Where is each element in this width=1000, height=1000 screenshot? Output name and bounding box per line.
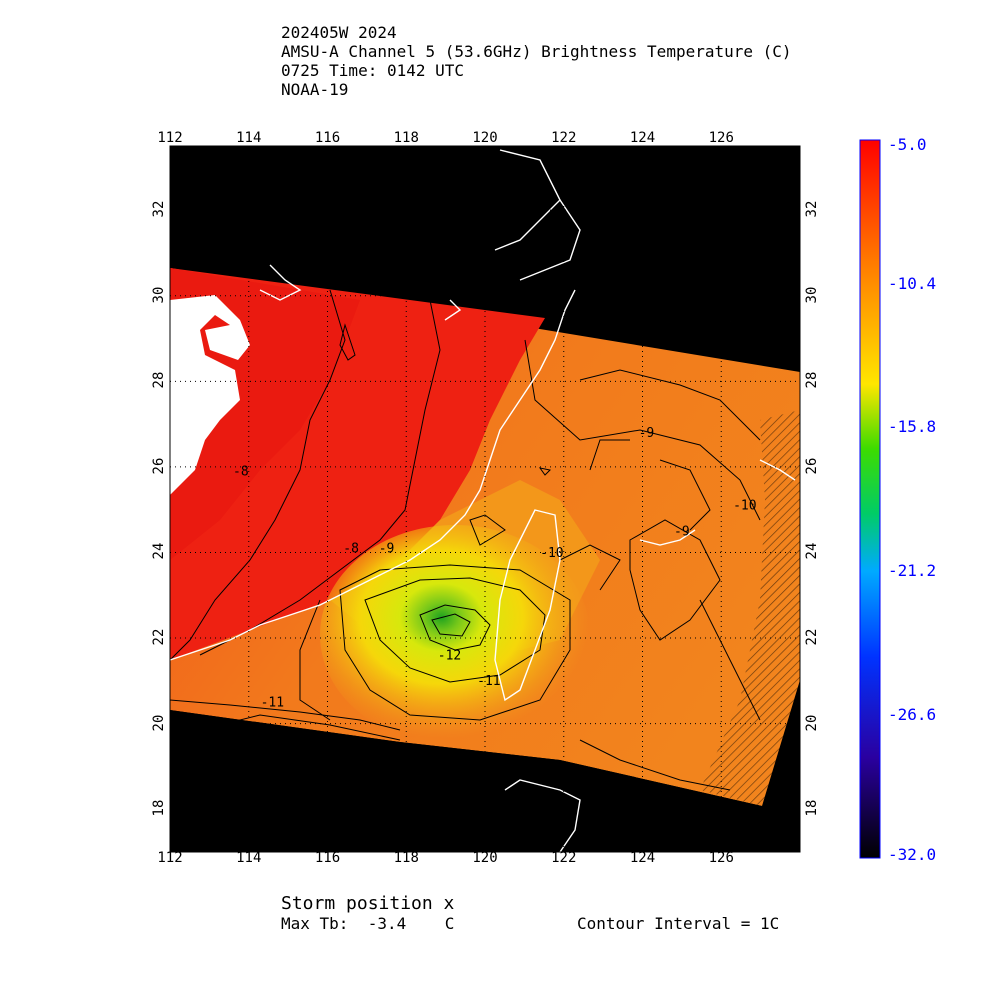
contour-label-9: -10 (540, 546, 563, 561)
no-data-region (170, 295, 250, 495)
contour-label-8: -11 (261, 696, 284, 711)
contour-label-3: -8 (233, 464, 249, 479)
contour-label-2: -9 (379, 541, 395, 556)
lon-tick-bottom-114: 114 (236, 850, 262, 866)
title-time: 0725 Time: 0142 UTC (281, 61, 465, 80)
colorbar-label-2: -10.4 (888, 274, 937, 293)
lon-tick-top-114: 114 (236, 130, 262, 146)
colorbar-label-4: -21.2 (888, 561, 937, 580)
lat-tick-left-32: 32 (151, 200, 167, 218)
contour-label-4: -9 (674, 524, 690, 539)
title-satellite: NOAA-19 (281, 80, 349, 99)
lon-tick-top-118: 118 (393, 130, 419, 146)
lon-tick-bottom-112: 112 (157, 850, 183, 866)
lon-tick-bottom-126: 126 (708, 850, 734, 866)
lat-tick-left-20: 20 (151, 714, 167, 732)
lat-tick-right-32: 32 (804, 200, 820, 218)
lon-tick-bottom-118: 118 (393, 850, 419, 866)
lon-tick-top-126: 126 (708, 130, 734, 146)
title-case-id: 202405W 2024 (281, 23, 397, 42)
coastlines (170, 149, 796, 852)
lon-tick-bottom-120: 120 (472, 850, 498, 866)
lat-tick-right-26: 26 (804, 457, 820, 475)
contour-label-0: -9 (639, 426, 655, 441)
contour-lines (170, 289, 761, 791)
lat-tick-right-24: 24 (804, 543, 820, 560)
lon-tick-top-124: 124 (629, 130, 656, 146)
lon-tick-top-120: 120 (472, 130, 498, 146)
lat-tick-left-18: 18 (151, 799, 167, 817)
colorbar (859, 139, 881, 859)
lon-tick-top-122: 122 (551, 130, 577, 146)
map-frame (169, 145, 801, 853)
max-tb-readout: Max Tb: -3.4 C (281, 914, 455, 933)
lon-tick-bottom-116: 116 (314, 850, 341, 866)
lat-tick-right-28: 28 (804, 371, 820, 389)
graticule (169, 146, 800, 852)
storm-position-note: Storm position x (281, 893, 455, 914)
contour-interval-note: Contour Interval = 1C (577, 914, 780, 933)
colorbar-label-6: -32.0 (888, 845, 937, 864)
lon-tick-top-112: 112 (157, 130, 183, 146)
lon-tick-top-116: 116 (314, 130, 341, 146)
lon-tick-bottom-122: 122 (551, 850, 577, 866)
lat-tick-right-18: 18 (804, 799, 820, 817)
lat-tick-left-22: 22 (151, 628, 167, 646)
lat-tick-left-24: 24 (151, 543, 167, 560)
lat-tick-left-26: 26 (151, 457, 167, 475)
contour-label-6: -12 (438, 648, 461, 663)
lat-tick-left-28: 28 (151, 371, 167, 389)
contour-label-group: -9 -8 -9 -8 -9 -10 -12 -11 -11 -10 (233, 426, 757, 711)
lat-tick-right-20: 20 (804, 714, 820, 732)
contour-label-1: -8 (343, 541, 359, 556)
contour-label-5: -10 (733, 499, 756, 514)
colorbar-label-3: -15.8 (888, 417, 937, 436)
title-channel: AMSU-A Channel 5 (53.6GHz) Brightness Te… (281, 42, 792, 61)
lon-tick-bottom-124: 124 (629, 850, 656, 866)
lat-tick-right-22: 22 (804, 628, 820, 646)
lat-tick-left-30: 30 (151, 286, 167, 304)
colorbar-label-1: -5.0 (888, 135, 927, 154)
colorbar-label-5: -26.6 (888, 705, 937, 724)
contour-label-7: -11 (477, 674, 500, 689)
lat-tick-right-30: 30 (804, 286, 820, 304)
